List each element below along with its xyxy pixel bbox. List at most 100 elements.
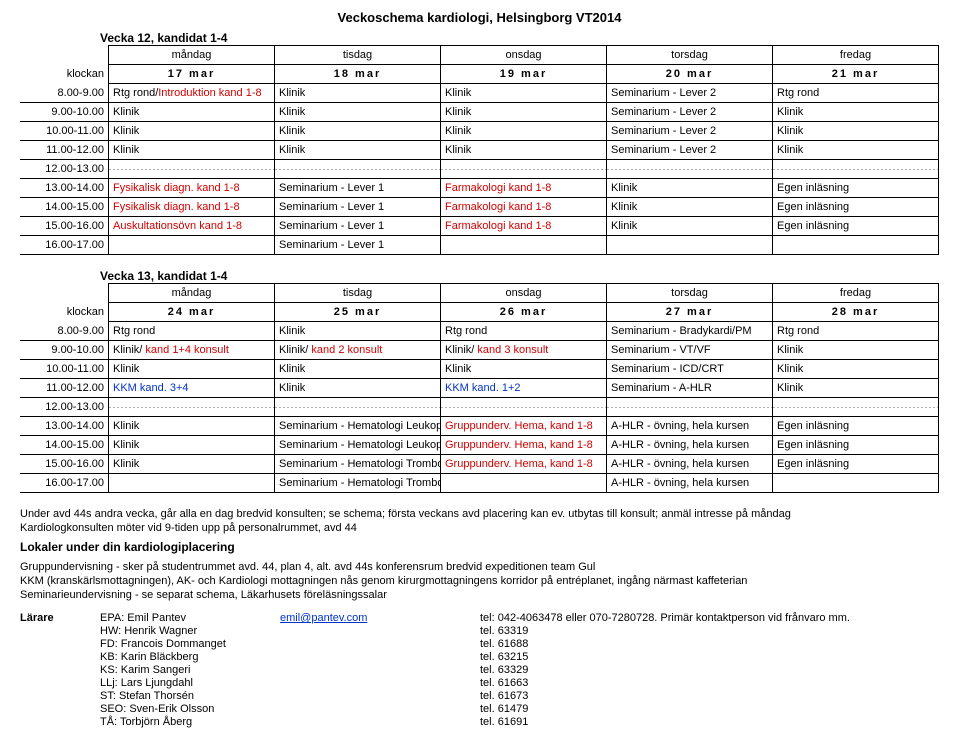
date-label: 18 mar [275,65,441,84]
schedule-cell: Seminarium - Lever 2 [607,103,773,122]
day-label: måndag [109,46,275,65]
schedule-cell [441,398,607,417]
teacher-name: LLj: Lars Ljungdahl [100,677,280,689]
schedule-cell: Farmakologi kand 1-8 [441,198,607,217]
teacher-email [280,703,480,715]
time-cell: 11.00-12.00 [20,141,109,160]
schedule-cell: Rtg rond [441,322,607,341]
schedule-cell: Klinik [275,360,441,379]
time-header: klockan [20,65,109,84]
time-cell: 16.00-17.00 [20,474,109,493]
day-label: tisdag [275,284,441,303]
schedule-cell: Seminarium - Hematologi Trombocytopeni [275,474,441,493]
teacher-email [280,625,480,637]
teacher-name: FD: Francois Dommanget [100,638,280,650]
date-label: 25 mar [275,303,441,322]
date-label: 28 mar [773,303,939,322]
schedule-cell [109,236,275,255]
schedule-cell: Klinik [109,455,275,474]
schedule-cell [773,236,939,255]
schedule-cell: Klinik [773,103,939,122]
schedule-cell: Seminarium - Lever 1 [275,236,441,255]
day-label: onsdag [441,46,607,65]
teacher-name: ST: Stefan Thorsén [100,690,280,702]
teacher-label [20,664,100,676]
teacher-email [280,664,480,676]
schedule-cell [773,398,939,417]
date-label: 19 mar [441,65,607,84]
schedule-cell: Farmakologi kand 1-8 [441,179,607,198]
teacher-name: TÅ: Torbjörn Åberg [100,716,280,728]
time-cell: 8.00-9.00 [20,84,109,103]
schedule-cell: Klinik [773,341,939,360]
schedule-tables: Vecka 12, kandidat 1-4måndagtisdagonsdag… [20,31,939,501]
schedule-cell: Klinik [441,103,607,122]
schedule-cell: Klinik [109,417,275,436]
notes-block: Under avd 44s andra vecka, går alla en d… [20,507,939,536]
schedule-cell: Gruppunderv. Hema, kand 1-8 [441,417,607,436]
teacher-name: HW: Henrik Wagner [100,625,280,637]
day-label: torsdag [607,284,773,303]
teacher-name: SEO: Sven-Erik Olsson [100,703,280,715]
teacher-tel: tel. 63215 [480,651,939,663]
schedule-cell: Klinik/ kand 2 konsult [275,341,441,360]
teacher-label [20,625,100,637]
day-label: måndag [109,284,275,303]
schedule-cell: Rtg rond/Introduktion kand 1-8 [109,84,275,103]
schedule-cell: Klinik/ kand 3 konsult [441,341,607,360]
schedule-cell: Seminarium - Hematologi Leukoper [275,417,441,436]
schedule-cell: Rtg rond [773,322,939,341]
schedule-cell: Seminarium - Bradykardi/PM [607,322,773,341]
schedule-cell [773,160,939,179]
schedule-cell [607,160,773,179]
schedule-cell [607,398,773,417]
schedule-cell: Klinik [441,84,607,103]
teacher-label [20,703,100,715]
schedule-cell: KKM kand. 3+4 [109,379,275,398]
time-cell: 8.00-9.00 [20,322,109,341]
schedule-cell: Seminarium - A-HLR [607,379,773,398]
schedule-cell: Seminarium - Lever 1 [275,217,441,236]
time-cell: 15.00-16.00 [20,217,109,236]
time-header: klockan [20,303,109,322]
time-cell: 9.00-10.00 [20,341,109,360]
teacher-name: EPA: Emil Pantev [100,612,280,624]
schedule-cell: Klinik [441,360,607,379]
teacher-email [280,677,480,689]
schedule-cell: Seminarium - Lever 1 [275,198,441,217]
section-line: KKM (kranskärlsmottagningen), AK- och Ka… [20,574,939,588]
schedule-cell: Klinik [275,84,441,103]
schedule-cell: Egen inläsning [773,455,939,474]
schedule-cell [275,398,441,417]
date-label: 27 mar [607,303,773,322]
teacher-email [280,716,480,728]
schedule-cell: A-HLR - övning, hela kursen [607,474,773,493]
schedule-cell: Klinik [441,141,607,160]
schedule-cell: Seminarium - VT/VF [607,341,773,360]
schedule-cell: Egen inläsning [773,417,939,436]
schedule-cell: Seminarium - Lever 2 [607,122,773,141]
schedule-cell: Klinik [275,122,441,141]
schedule-cell: Klinik [109,103,275,122]
schedule-cell: A-HLR - övning, hela kursen [607,417,773,436]
teacher-label: Lärare [20,612,100,624]
schedule-cell: Seminarium - Lever 1 [275,179,441,198]
schedule-table: måndagtisdagonsdagtorsdagfredagklockan24… [20,283,939,493]
time-cell: 10.00-11.00 [20,122,109,141]
schedule-cell: Klinik [773,122,939,141]
teacher-tel: tel. 61673 [480,690,939,702]
schedule-cell: Fysikalisk diagn. kand 1-8 [109,198,275,217]
time-cell: 14.00-15.00 [20,436,109,455]
day-label: fredag [773,284,939,303]
day-label: torsdag [607,46,773,65]
section-line: Seminarieundervisning - se separat schem… [20,588,939,602]
schedule-cell: Klinik [773,360,939,379]
schedule-cell: Klinik [607,179,773,198]
teacher-tel: tel. 63319 [480,625,939,637]
teacher-label [20,638,100,650]
schedule-cell: Klinik [773,141,939,160]
email-link[interactable]: emil@pantev.com [280,612,367,624]
teacher-email [280,690,480,702]
teacher-tel: tel: 042-4063478 eller 070-7280728. Prim… [480,612,939,624]
schedule-cell: Klinik [275,379,441,398]
